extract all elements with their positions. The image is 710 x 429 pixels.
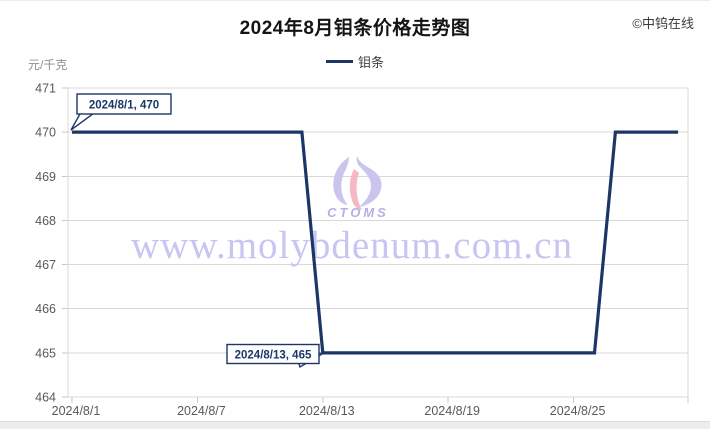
y-tick-label: 470 [35, 126, 56, 140]
callout-2024-8-13: 2024/8/13, 465 [226, 343, 326, 369]
x-tick-label: 2024/8/19 [424, 404, 480, 418]
x-tick-label: 2024/8/13 [299, 404, 355, 418]
y-axis-unit-label: 元/千克 [28, 58, 68, 72]
callout-box [76, 93, 172, 115]
callout-label: 2024/8/1, 470 [89, 100, 159, 112]
y-tick-label: 467 [35, 258, 56, 272]
y-tick-label: 464 [35, 391, 56, 405]
copyright-label: ©中钨在线 [632, 16, 694, 31]
callout-label: 2024/8/13, 465 [235, 350, 312, 362]
callout-2024-8-1: 2024/8/1, 470 [70, 93, 172, 131]
watermark-site-text: www.molybdenum.com.cn [131, 224, 573, 267]
x-tick-label: 2024/8/25 [550, 404, 606, 418]
ctoms-logo-right-swoosh-icon [356, 156, 382, 207]
x-tick-label: 2024/8/1 [52, 404, 101, 418]
y-tick-label: 465 [35, 346, 56, 360]
y-tick-label: 471 [35, 82, 56, 96]
price-series-line [72, 130, 679, 355]
grid-layer [62, 87, 689, 403]
ctoms-logo-left-petal-icon [333, 157, 349, 205]
x-tick-label: 2024/8/7 [177, 404, 226, 418]
legend-line-swatch [325, 60, 353, 63]
chart-legend: 钼条 [0, 52, 710, 71]
legend-series-label: 钼条 [357, 55, 384, 70]
series-line-layer [72, 130, 679, 355]
y-tick-label: 468 [35, 214, 56, 228]
watermark: CTOMS www.molybdenum.com.cn [131, 156, 573, 267]
ctoms-logo-middle-petal-icon [349, 169, 362, 210]
y-tick-label: 466 [35, 302, 56, 316]
y-tick-label: 469 [35, 170, 56, 184]
callout-box [226, 343, 320, 365]
bottom-strip [0, 421, 710, 429]
ctoms-logo-text: CTOMS [327, 205, 389, 220]
page-title: 2024年8月钼条价格走势图 [239, 18, 471, 39]
